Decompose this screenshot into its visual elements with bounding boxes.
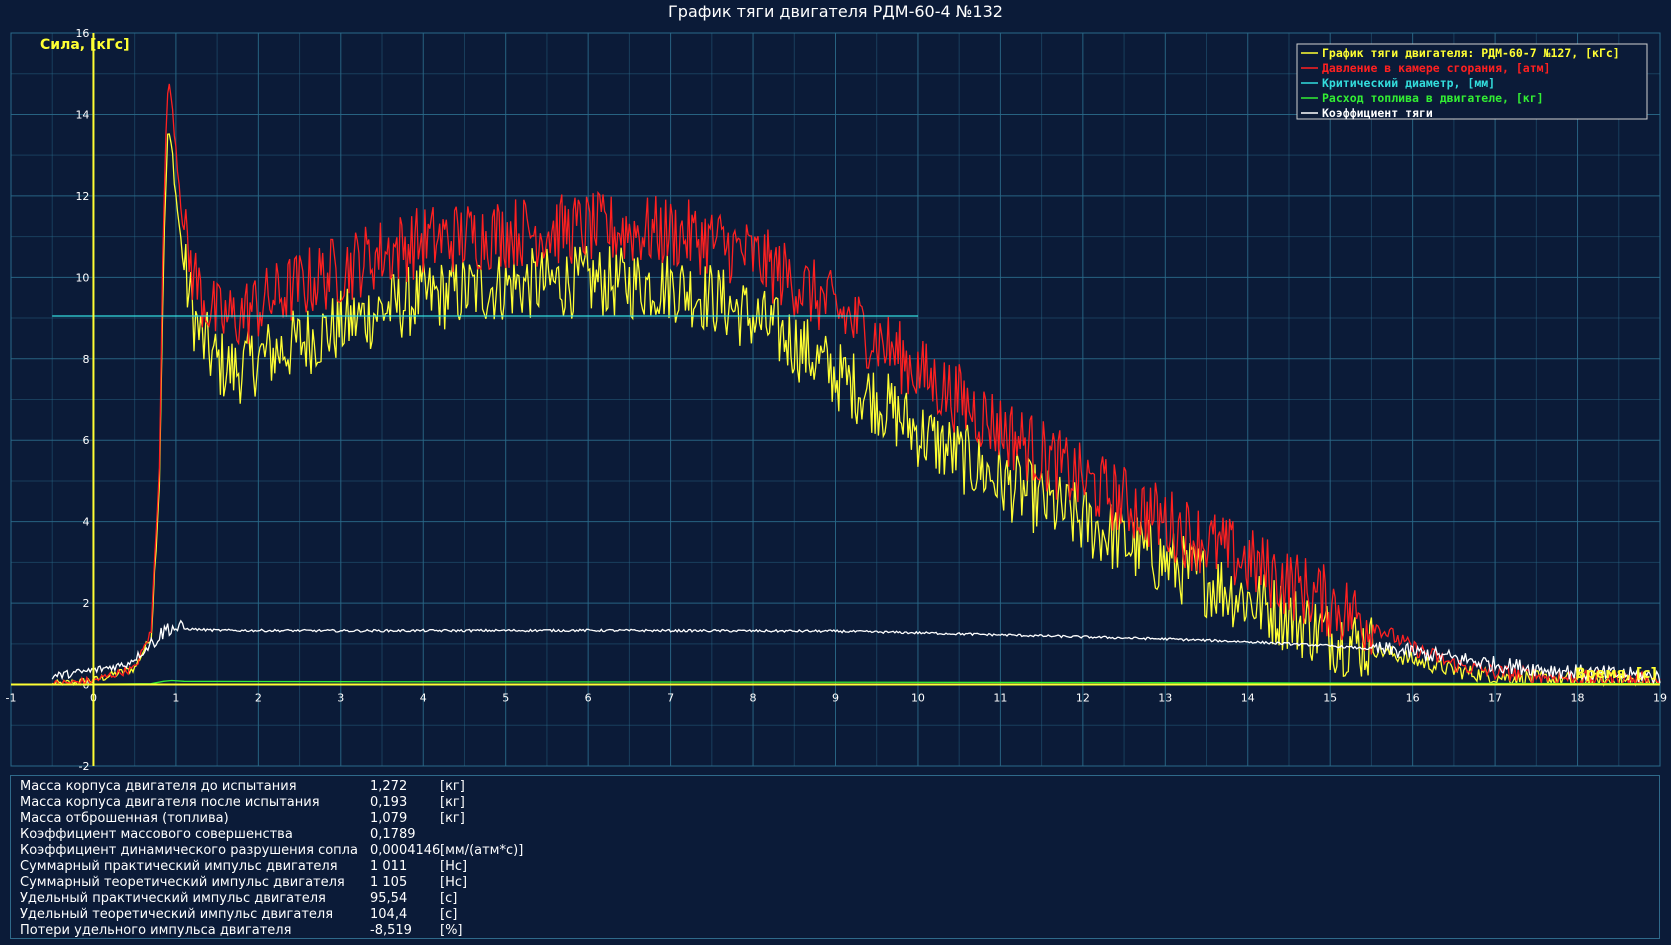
x-tick-label: 17 <box>1488 692 1502 705</box>
stat-unit: [кг] <box>440 811 465 826</box>
series-line-4 <box>51 619 1661 686</box>
series-line-0 <box>51 133 1661 687</box>
legend-label: Давление в камере сгорания, [атм] <box>1322 61 1550 75</box>
stat-unit: [с] <box>440 891 458 906</box>
x-tick-label: 18 <box>1571 692 1585 705</box>
legend-label: Расход топлива в двигателе, [кг] <box>1322 91 1544 105</box>
y-tick-label: -2 <box>78 760 89 773</box>
stat-value: 104,4 <box>370 907 408 922</box>
x-tick-label: 5 <box>502 692 509 705</box>
axes <box>11 33 1660 766</box>
stat-value: 0,1789 <box>370 827 416 842</box>
legend-label: Коэффициент тяги <box>1322 106 1433 120</box>
legend: График тяги двигателя: РДМ-60-7 №127, [к… <box>1296 43 1648 120</box>
x-tick-label: 16 <box>1406 692 1420 705</box>
x-axis-title: Время, [с] <box>1575 666 1657 682</box>
x-tick-label: 2 <box>255 692 262 705</box>
stat-unit: [%] <box>440 923 463 938</box>
stat-label: Коэффициент динамического разрушения соп… <box>20 843 358 858</box>
x-tick-label: 8 <box>750 692 757 705</box>
x-tick-label: 12 <box>1076 692 1090 705</box>
stat-label: Удельный теоретический импульс двигателя <box>20 907 334 922</box>
y-axis-title: Сила, [кГс] <box>40 37 130 53</box>
x-tick-label: 10 <box>911 692 925 705</box>
stat-unit: [кг] <box>440 779 465 794</box>
y-tick-label: 4 <box>82 516 89 529</box>
stat-unit: [Нс] <box>440 875 468 890</box>
stat-label: Суммарный практический импульс двигателя <box>20 859 338 874</box>
x-tick-label: 15 <box>1323 692 1337 705</box>
stat-unit: [Нс] <box>440 859 468 874</box>
y-tick-label: 6 <box>82 434 89 447</box>
stat-unit: [кг] <box>440 795 465 810</box>
stat-value: 1 105 <box>370 875 408 890</box>
stat-value: 1 011 <box>370 859 408 874</box>
stat-label: Коэффициент массового совершенства <box>20 827 293 842</box>
stat-value: 0,0004146 <box>370 843 441 858</box>
series-line-3 <box>52 679 1661 686</box>
chart-title: График тяги двигателя РДМ-60-4 №132 <box>668 2 1003 21</box>
x-tick-label: 14 <box>1241 692 1255 705</box>
stat-label: Масса корпуса двигателя после испытания <box>20 795 320 810</box>
stat-value: 1,272 <box>370 779 408 794</box>
x-tick-label: 19 <box>1653 692 1667 705</box>
y-tick-label: 8 <box>82 353 89 366</box>
x-tick-label: 4 <box>420 692 427 705</box>
stat-value: 1,079 <box>370 811 408 826</box>
grid <box>10 32 1661 767</box>
y-tick-label: 2 <box>82 597 89 610</box>
y-tick-label: 10 <box>75 271 89 284</box>
x-tick-label: 7 <box>667 692 674 705</box>
series-lines <box>51 83 1661 687</box>
x-tick-label: 6 <box>585 692 592 705</box>
legend-label: Критический диаметр, [мм] <box>1322 76 1495 90</box>
legend-label: График тяги двигателя: РДМ-60-7 №127, [к… <box>1322 46 1620 60</box>
stats-panel: Масса корпуса двигателя до испытания 1,27… <box>10 775 1660 939</box>
x-tick-label: 9 <box>832 692 839 705</box>
stat-label: Масса корпуса двигателя до испытания <box>20 779 297 794</box>
thrust-chart: -1012345678910111213141516171819-2024681… <box>6 27 1667 773</box>
legend-items: График тяги двигателя: РДМ-60-7 №127, [к… <box>1301 46 1620 120</box>
stat-value: 0,193 <box>370 795 408 810</box>
x-tick-label: 3 <box>337 692 344 705</box>
stat-label: Удельный практический импульс двигателя <box>20 891 326 906</box>
x-tick-label: 1 <box>172 692 179 705</box>
x-tick-label: 13 <box>1158 692 1172 705</box>
series-line-1 <box>51 83 1661 687</box>
stat-label: Масса отброшенная (топлива) <box>20 811 229 826</box>
legend-box <box>1296 43 1648 120</box>
stat-unit: [с] <box>440 907 458 922</box>
x-tick-label: 11 <box>993 692 1007 705</box>
stat-value: 95,54 <box>370 891 408 906</box>
tick-labels: -1012345678910111213141516171819-2024681… <box>6 27 1667 773</box>
y-tick-label: 12 <box>75 190 89 203</box>
stat-label: Суммарный теоретический импульс двигател… <box>20 875 345 890</box>
stat-value: -8,519 <box>370 923 412 938</box>
x-tick-label: -1 <box>6 692 17 705</box>
stat-unit: [мм/(атм*с)] <box>440 843 524 858</box>
stat-label: Потери удельного импульса двигателя <box>20 923 292 938</box>
y-tick-label: 16 <box>75 27 89 40</box>
y-tick-label: 14 <box>75 108 89 121</box>
